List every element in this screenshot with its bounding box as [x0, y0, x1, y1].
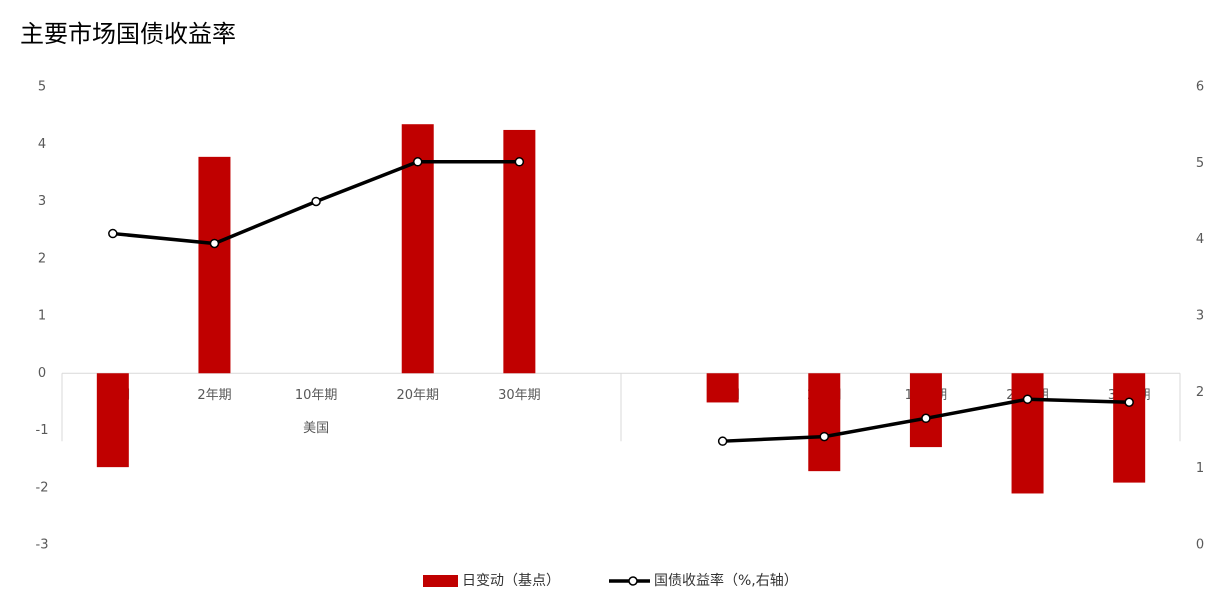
x-tick-label: 2年期 [197, 388, 231, 403]
bar [909, 373, 942, 448]
line-marker [108, 228, 118, 239]
y2-tick-label: 2 [1196, 385, 1204, 400]
y-tick-label: 5 [38, 80, 46, 95]
line-marker [412, 157, 423, 167]
chart-title: 主要市场国债收益率 [20, 20, 236, 48]
legend-label: 日变动（基点） [462, 572, 560, 589]
bar [503, 129, 536, 374]
y2-tick-label: 0 [1196, 538, 1204, 553]
legend-marker [628, 576, 638, 586]
line-marker [1124, 397, 1134, 408]
line-marker [514, 157, 525, 167]
y2-tick-label: 4 [1196, 232, 1204, 247]
y-tick-label: 2 [38, 251, 46, 266]
y2-tick-label: 3 [1196, 309, 1204, 324]
bar [808, 373, 841, 472]
y-tick-label: 1 [38, 309, 46, 324]
line-marker [1022, 394, 1033, 404]
bar [706, 373, 739, 403]
line-marker [209, 238, 220, 249]
legend-label: 国债收益率（%,右轴） [654, 572, 798, 589]
y-tick-label: 0 [38, 366, 46, 381]
y2-tick-label: 5 [1196, 156, 1204, 171]
y2-tick-label: 6 [1196, 80, 1204, 95]
line-marker [311, 196, 321, 207]
x-tick-label: 30年期 [498, 388, 541, 403]
y-tick-label: -2 [36, 480, 49, 495]
bar [1011, 373, 1044, 494]
line-marker [717, 436, 728, 446]
x-tick-label: 10年期 [295, 388, 338, 403]
bar [198, 156, 231, 374]
bar [1113, 373, 1146, 483]
y-tick-label: -1 [36, 423, 49, 438]
y-tick-label: 4 [38, 137, 46, 152]
group-label: 美国 [303, 421, 329, 436]
y2-tick-label: 1 [1196, 461, 1204, 476]
line-marker [921, 413, 931, 424]
y-tick-label: 3 [38, 194, 46, 209]
x-tick-label: 20年期 [396, 388, 439, 403]
line-marker [819, 431, 830, 442]
legend-swatch [423, 575, 458, 587]
bar [96, 373, 129, 468]
y-tick-label: -3 [36, 538, 49, 553]
